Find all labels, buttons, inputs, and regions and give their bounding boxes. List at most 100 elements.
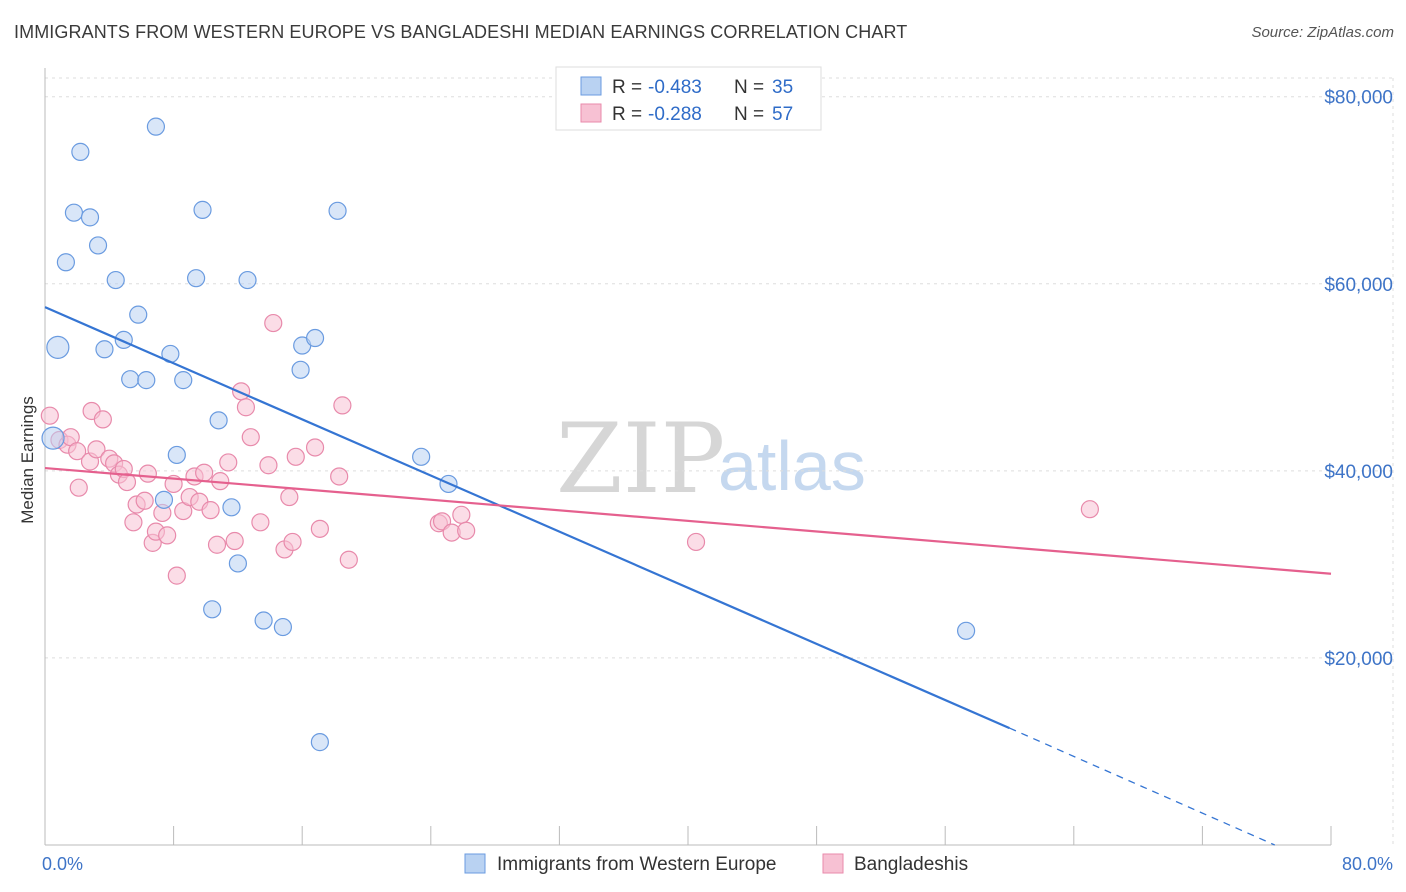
y-tick-label-2: $60,000 — [1324, 275, 1393, 296]
bangladeshis-point-0 — [40, 406, 59, 425]
western-europe-point-29 — [305, 328, 325, 348]
bangladeshis-point-5 — [69, 478, 88, 497]
bottom-legend-label-western-europe: Immigrants from Western Europe — [497, 854, 776, 875]
bottom-legend-label-bangladeshis: Bangladeshis — [854, 854, 968, 875]
western-europe-point-32 — [412, 447, 431, 466]
legend-r-label-2: R = — [612, 104, 642, 125]
western-europe-point-5 — [80, 208, 100, 227]
bangladeshis-point-39 — [259, 456, 278, 475]
y-tick-label-0: $20,000 — [1324, 649, 1393, 670]
western-europe-point-11 — [129, 305, 148, 324]
x-tick-label-min: 0.0% — [42, 854, 83, 874]
y-tick-labels: $20,000 $40,000 $60,000 $80,000 — [1324, 88, 1393, 670]
bangladeshis-point-45 — [305, 438, 325, 457]
bangladeshis-point-37 — [241, 428, 260, 447]
western-europe-point-0 — [41, 426, 65, 450]
western-europe-point-13 — [146, 117, 166, 136]
western-europe-point-24 — [238, 270, 257, 290]
western-europe-point-14 — [154, 490, 174, 509]
x-tick-labels: 0.0% 80.0% — [42, 854, 1393, 874]
y-tick-label-3: $80,000 — [1324, 88, 1393, 109]
x-tick-label-max: 80.0% — [1342, 854, 1393, 874]
legend-r-label-1: R = — [612, 77, 642, 98]
bangladeshis-point-48 — [333, 396, 352, 415]
stats-legend: R = -0.483 N = 35 R = -0.288 N = 57 — [555, 66, 822, 131]
bangladeshis-point-18 — [138, 464, 157, 483]
bottom-legend: Immigrants from Western Europe Banglades… — [464, 853, 968, 875]
bottom-legend-swatch-blue — [464, 853, 486, 874]
watermark-zip: ZIP — [556, 403, 725, 515]
bangladeshis-point-22 — [158, 526, 177, 545]
western-europe-point-34 — [956, 621, 976, 640]
western-europe-point-19 — [193, 200, 212, 219]
bangladeshis-point-54 — [457, 521, 476, 540]
western-europe-point-10 — [121, 370, 140, 389]
bangladeshis-point-42 — [280, 487, 299, 507]
western-europe-point-4 — [71, 142, 90, 161]
western-europe-point-3 — [64, 203, 84, 222]
bangladeshis-point-33 — [219, 453, 238, 472]
bangladeshis-point-38 — [251, 513, 270, 532]
series-western-europe — [41, 117, 976, 752]
bangladeshis-point-30 — [201, 501, 220, 520]
y-tick-label-1: $40,000 — [1324, 462, 1393, 483]
legend-n-value-2: 57 — [772, 104, 793, 125]
bangladeshis-point-24 — [167, 566, 186, 585]
y-axis-label: Median Earnings — [18, 396, 37, 524]
bangladeshis-point-29 — [195, 463, 214, 482]
bangladeshis-point-34 — [225, 531, 244, 551]
legend-n-label-2: N = — [734, 104, 764, 125]
bangladeshis-point-31 — [207, 535, 227, 554]
bangladeshis-point-4 — [68, 442, 87, 461]
bangladeshis-point-14 — [117, 472, 137, 492]
axes — [44, 68, 1332, 846]
legend-swatch-blue — [580, 76, 602, 96]
western-europe-point-26 — [273, 617, 293, 637]
bangladeshis-point-17 — [135, 491, 154, 510]
bangladeshis-point-9 — [93, 410, 112, 429]
bangladeshis-point-40 — [264, 313, 283, 333]
legend-swatch-pink — [580, 103, 602, 123]
western-europe-point-30 — [310, 733, 329, 752]
western-europe-point-31 — [328, 201, 347, 220]
legend-r-value-2: -0.288 — [648, 104, 702, 125]
western-europe-point-17 — [174, 371, 193, 390]
legend-n-label-1: N = — [734, 77, 764, 98]
bangladeshis-point-15 — [124, 513, 143, 532]
trend-lines — [44, 306, 1332, 846]
trend-line-western-europe — [44, 306, 1010, 730]
western-europe-point-23 — [228, 554, 247, 573]
trend-line-bangladeshis — [44, 466, 1332, 575]
bangladeshis-point-36 — [236, 398, 256, 417]
bangladeshis-point-43 — [283, 532, 302, 552]
western-europe-point-18 — [187, 269, 206, 288]
western-europe-point-25 — [254, 611, 273, 630]
bottom-legend-swatch-pink — [822, 853, 844, 874]
bangladeshis-point-55 — [686, 532, 706, 552]
western-europe-point-2 — [56, 253, 75, 272]
western-europe-point-27 — [291, 360, 310, 379]
bangladeshis-point-53 — [452, 505, 471, 524]
western-europe-point-12 — [137, 371, 156, 390]
bangladeshis-point-47 — [330, 467, 349, 486]
western-europe-point-22 — [222, 498, 241, 517]
western-europe-point-8 — [106, 270, 125, 290]
bangladeshis-point-8 — [87, 440, 106, 459]
western-europe-point-21 — [209, 411, 228, 430]
watermark-atlas: atlas — [718, 427, 866, 505]
western-europe-point-6 — [88, 236, 108, 255]
western-europe-point-7 — [95, 340, 114, 359]
source-label: Source: ZipAtlas.com — [1251, 24, 1394, 41]
bangladeshis-point-44 — [286, 447, 305, 466]
bangladeshis-point-46 — [310, 519, 329, 538]
western-europe-point-16 — [167, 445, 186, 465]
chart-title: IMMIGRANTS FROM WESTERN EUROPE VS BANGLA… — [14, 22, 908, 42]
bangladeshis-point-49 — [339, 550, 358, 569]
legend-r-value-1: -0.483 — [648, 77, 702, 98]
series-bangladeshis — [40, 313, 1099, 585]
trend-line-western-europe-extension — [1009, 727, 1275, 846]
western-europe-point-20 — [203, 600, 222, 619]
bangladeshis-point-56 — [1080, 500, 1099, 519]
legend-n-value-1: 35 — [772, 77, 793, 98]
